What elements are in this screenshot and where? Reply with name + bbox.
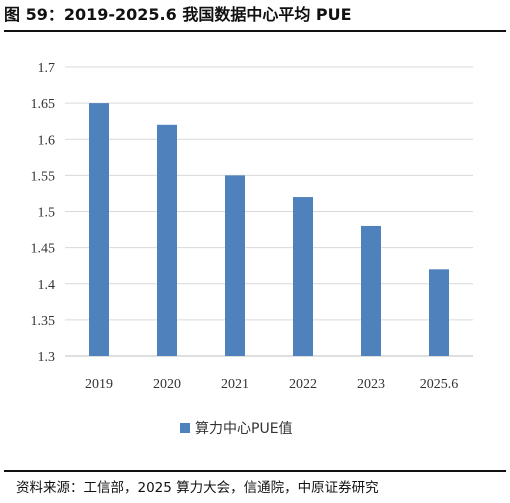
y-axis-ticks: 1.3 1.35 1.4 1.45 1.5 1.55 1.6 1.65 1.7 [31, 61, 56, 365]
bar-series [89, 103, 449, 356]
bar-2019 [89, 103, 109, 356]
bar-chart: 1.3 1.35 1.4 1.45 1.5 1.55 1.6 1.65 1.7 2019 2020… [31, 61, 473, 437]
bar-2020 [157, 124, 177, 356]
y-tick-label: 1.65 [31, 97, 56, 112]
source-divider [4, 470, 506, 472]
bar-2025.6 [429, 269, 449, 356]
x-tick-label: 2025.6 [420, 377, 459, 392]
bar-2021 [225, 175, 245, 356]
y-tick-label: 1.35 [31, 314, 56, 329]
y-tick-label: 1.5 [38, 206, 56, 221]
y-tick-label: 1.7 [38, 61, 56, 76]
x-tick-label: 2022 [289, 377, 317, 392]
x-tick-label: 2023 [357, 377, 385, 392]
y-tick-label: 1.6 [38, 133, 56, 148]
gridlines [65, 66, 473, 357]
figure-title: 图 59：2019-2025.6 我国数据中心平均 PUE [4, 5, 352, 24]
x-tick-label: 2019 [85, 377, 113, 392]
x-tick-label: 2020 [153, 377, 181, 392]
bar-2022 [293, 197, 313, 356]
y-tick-label: 1.45 [31, 242, 56, 257]
title-divider [4, 30, 506, 32]
y-tick-label: 1.55 [31, 169, 56, 184]
x-tick-label: 2021 [221, 377, 249, 392]
legend: 算力中心PUE值 [180, 421, 293, 437]
y-tick-label: 1.4 [38, 278, 56, 293]
legend-label: 算力中心PUE值 [195, 421, 293, 437]
x-axis-ticks: 2019 2020 2021 2022 2023 2025.6 [85, 377, 458, 392]
legend-swatch [180, 423, 190, 433]
bar-2023 [361, 225, 381, 356]
y-tick-label: 1.3 [38, 350, 56, 365]
source-note: 资料来源：工信部，2025 算力大会，信通院，中原证券研究 [16, 480, 379, 496]
